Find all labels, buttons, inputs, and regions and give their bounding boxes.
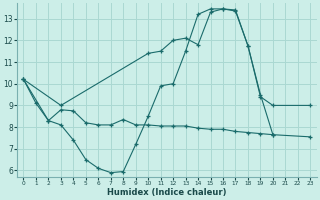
X-axis label: Humidex (Indice chaleur): Humidex (Indice chaleur) (107, 188, 227, 197)
